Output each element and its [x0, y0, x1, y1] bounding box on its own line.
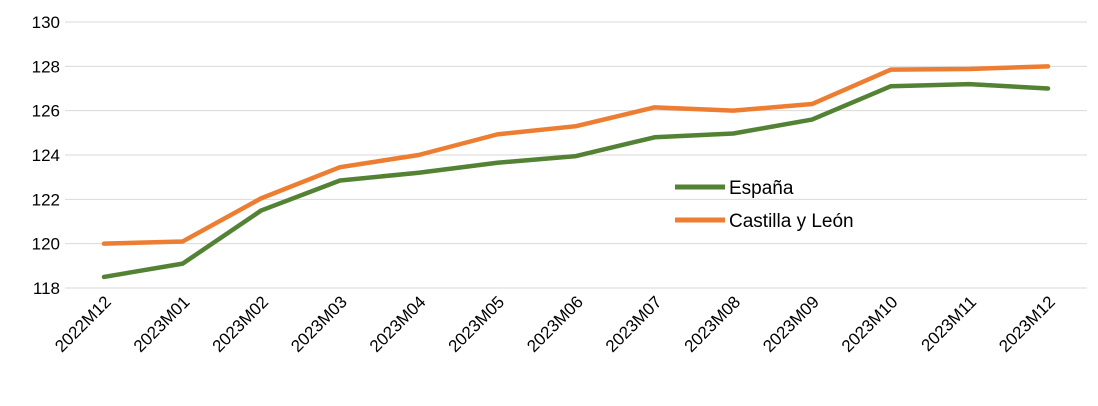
data-point-castilla-y-leon-2023m08	[731, 108, 736, 113]
data-point-espana-2023m04	[416, 170, 421, 175]
y-axis-ticks: 118 120 122 124 126 128 130	[32, 13, 60, 298]
x-tick-label-2023m04: 2023M04	[366, 292, 430, 356]
data-point-espana-2022m12	[102, 274, 106, 279]
x-tick-label-2023m05: 2023M05	[445, 292, 509, 356]
data-point-castilla-y-leon-2022m12	[102, 241, 106, 246]
data-point-espana-2023m12	[1046, 86, 1050, 91]
data-point-castilla-y-leon-2023m06	[574, 124, 578, 129]
data-point-espana-2023m09	[810, 117, 814, 122]
x-tick-label-2023m06: 2023M06	[523, 292, 587, 356]
x-tick-label-2023m03: 2023M03	[287, 292, 351, 356]
data-point-espana-2023m10	[888, 84, 893, 89]
data-point-espana-2023m02	[259, 208, 264, 213]
y-tick-label-126: 126	[32, 102, 60, 121]
data-point-espana-2023m05	[495, 160, 500, 165]
data-point-castilla-y-leon-2023m02	[259, 196, 264, 201]
legend-label-castilla-y-leon: Castilla y León	[729, 211, 854, 232]
y-tick-label-122: 122	[32, 190, 60, 209]
data-point-castilla-y-leon-2023m10	[888, 67, 893, 72]
x-tick-label-2023m07: 2023M07	[602, 292, 666, 356]
data-point-castilla-y-leon-2023m05	[495, 132, 500, 137]
y-tick-label-128: 128	[32, 57, 60, 76]
legend: España Castilla y León	[675, 178, 854, 232]
x-tick-label-2023m12: 2023M12	[995, 292, 1059, 356]
data-point-castilla-y-leon-2023m11	[967, 66, 972, 71]
x-tick-label-2023m02: 2023M02	[209, 292, 273, 356]
series-line-espana	[101, 81, 1051, 280]
data-point-espana-2023m01	[180, 261, 185, 266]
y-tick-label-118: 118	[33, 279, 60, 298]
y-tick-label-124: 124	[32, 146, 60, 165]
data-point-castilla-y-leon-2023m01	[180, 239, 185, 244]
x-tick-label-2023m01: 2023M01	[130, 292, 194, 356]
data-point-espana-2023m03	[338, 178, 342, 183]
data-point-espana-2023m11	[967, 82, 972, 87]
series-layer	[101, 64, 1051, 280]
data-point-castilla-y-leon-2023m03	[338, 165, 342, 170]
y-tick-label-120: 120	[32, 235, 60, 254]
data-point-espana-2023m06	[574, 154, 578, 159]
x-tick-label-2023m09: 2023M09	[759, 292, 823, 356]
x-tick-label-2022m12: 2022M12	[51, 292, 115, 356]
data-point-castilla-y-leon-2023m12	[1046, 64, 1050, 69]
x-tick-label-2023m08: 2023M08	[681, 292, 745, 356]
grid-layer	[65, 21, 1087, 289]
data-point-castilla-y-leon-2023m09	[810, 102, 814, 107]
data-point-castilla-y-leon-2023m04	[416, 153, 421, 157]
y-tick-label-130: 130	[32, 13, 60, 32]
x-axis-ticks: 2022M12 2023M01 2023M02 2023M03 2023M04 2023M…	[51, 292, 1059, 356]
x-tick-label-2023m10: 2023M10	[838, 292, 902, 356]
data-point-espana-2023m07	[652, 135, 657, 140]
data-point-castilla-y-leon-2023m07	[652, 105, 657, 110]
legend-label-espana: España	[729, 178, 794, 199]
data-point-espana-2023m08	[731, 131, 736, 136]
x-tick-label-2023m11: 2023M11	[917, 292, 980, 355]
